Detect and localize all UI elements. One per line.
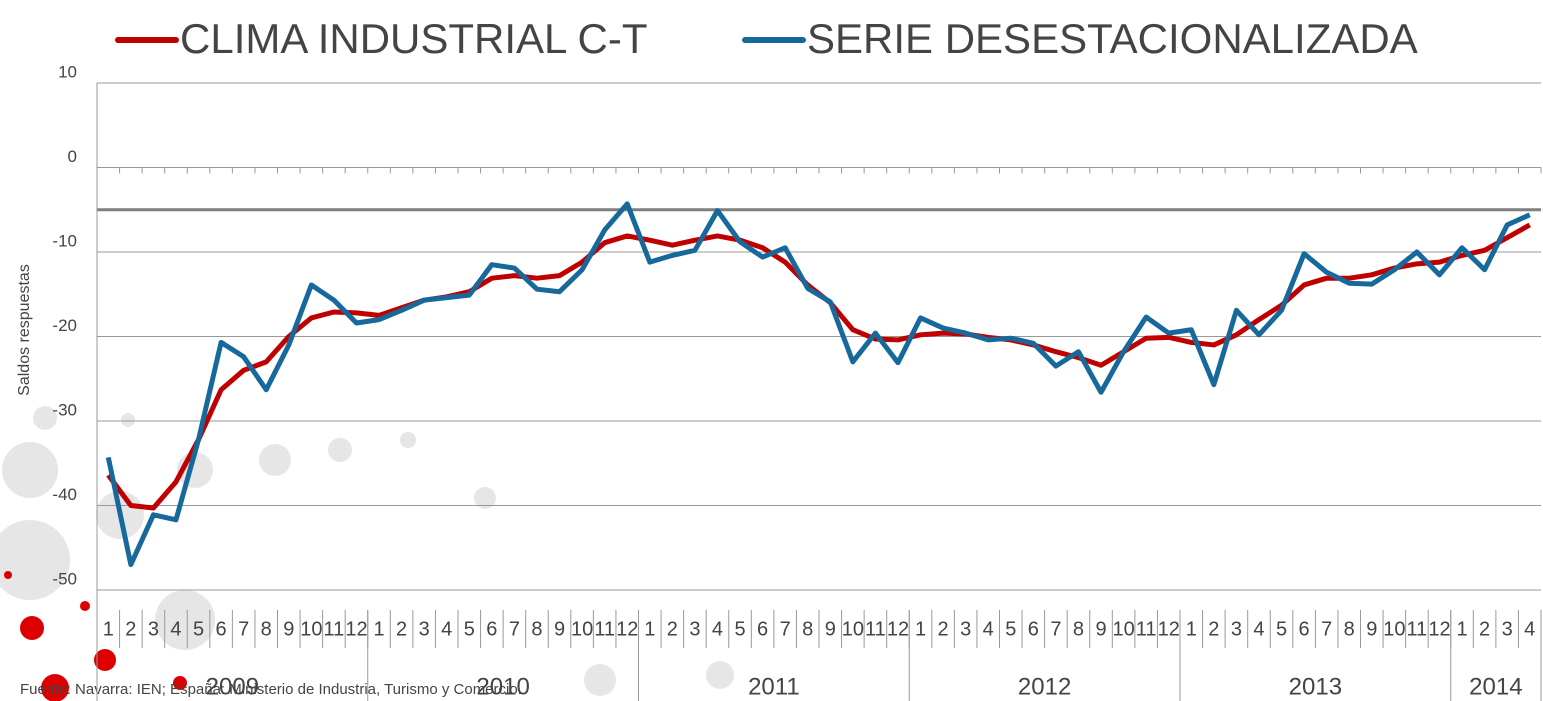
x-tick-label: 7	[1321, 618, 1332, 640]
x-tick-label: 6	[1299, 618, 1310, 640]
x-tick-label: 5	[464, 618, 475, 640]
x-tick-label: 10	[1112, 618, 1134, 640]
x-tick-label: 7	[509, 618, 520, 640]
x-tick-label: 2	[125, 618, 136, 640]
year-label: 2009	[206, 673, 259, 700]
x-tick-label: 6	[1028, 618, 1039, 640]
x-tick-label: 4	[1524, 618, 1535, 640]
x-tick-label: 11	[1136, 618, 1157, 640]
x-tick-label: 12	[345, 618, 367, 640]
x-tick-label: 9	[554, 618, 565, 640]
x-tick-label: 2	[1208, 618, 1219, 640]
x-tick-label: 6	[757, 618, 768, 640]
x-tick-label: 9	[1366, 618, 1377, 640]
year-label: 2014	[1469, 673, 1522, 700]
y-tick-label: 10	[58, 62, 77, 81]
year-label: 2011	[748, 673, 800, 700]
x-tick-label: 10	[1383, 618, 1405, 640]
x-tick-label: 5	[1276, 618, 1287, 640]
y-tick-label: -10	[52, 231, 77, 250]
x-tick-label: 4	[1253, 618, 1264, 640]
x-tick-label: 3	[148, 618, 159, 640]
x-tick-label: 8	[802, 618, 813, 640]
x-tick-label: 3	[419, 618, 430, 640]
x-tick-label: 4	[712, 618, 723, 640]
x-tick-label: 10	[842, 618, 864, 640]
x-tick-label: 9	[1095, 618, 1106, 640]
x-tick-label: 6	[216, 618, 227, 640]
x-tick-label: 5	[193, 618, 204, 640]
x-tick-label: 12	[1428, 618, 1450, 640]
x-tick-label: 3	[1502, 618, 1513, 640]
x-tick-label: 7	[1050, 618, 1061, 640]
x-tick-label: 5	[734, 618, 745, 640]
source-note: Fuente: Navarra: IEN; España: Ministerio…	[20, 681, 522, 698]
x-tick-label: 11	[865, 618, 886, 640]
x-tick-label: 1	[1456, 618, 1467, 640]
x-tick-label: 8	[1344, 618, 1355, 640]
x-tick-label: 8	[531, 618, 542, 640]
x-tick-label: 6	[486, 618, 497, 640]
y-tick-label: -20	[52, 316, 77, 335]
y-tick-label: -30	[52, 400, 77, 419]
series-line	[108, 204, 1529, 565]
x-tick-label: 8	[261, 618, 272, 640]
x-tick-label: 11	[324, 618, 345, 640]
x-tick-label: 3	[1231, 618, 1242, 640]
x-tick-label: 2	[396, 618, 407, 640]
x-tick-label: 11	[594, 618, 615, 640]
chart: Saldos respuestas Fuente: Navarra: IEN; …	[0, 0, 1543, 701]
x-tick-label: 1	[1186, 618, 1197, 640]
x-tick-label: 10	[300, 618, 322, 640]
x-tick-label: 4	[170, 618, 181, 640]
y-tick-label: -40	[52, 485, 77, 504]
y-tick-label: -50	[52, 569, 77, 588]
y-tick-label: 0	[68, 147, 77, 166]
x-tick-label: 1	[103, 618, 114, 640]
x-tick-label: 10	[571, 618, 593, 640]
x-tick-label: 2	[667, 618, 678, 640]
x-tick-label: 12	[616, 618, 638, 640]
x-tick-label: 2	[938, 618, 949, 640]
x-tick-label: 1	[915, 618, 926, 640]
year-label: 2012	[1018, 673, 1071, 700]
x-tick-label: 9	[283, 618, 294, 640]
x-tick-label: 5	[1005, 618, 1016, 640]
x-tick-label: 3	[689, 618, 700, 640]
x-tick-label: 4	[441, 618, 452, 640]
x-tick-label: 1	[644, 618, 655, 640]
legend-label: CLIMA INDUSTRIAL C-T	[180, 15, 648, 62]
x-tick-label: 3	[960, 618, 971, 640]
series-line	[108, 225, 1529, 508]
background-decoration	[0, 406, 734, 701]
x-tick-label: 1	[373, 618, 384, 640]
x-tick-label: 2	[1479, 618, 1490, 640]
x-tick-label: 12	[887, 618, 909, 640]
year-label: 2013	[1289, 673, 1342, 700]
x-tick-label: 7	[238, 618, 249, 640]
x-tick-label: 7	[780, 618, 791, 640]
y-axis-label: Saldos respuestas	[16, 264, 33, 396]
legend-label: SERIE DESESTACIONALIZADA	[807, 15, 1418, 62]
x-tick-label: 9	[825, 618, 836, 640]
x-tick-label: 12	[1158, 618, 1180, 640]
x-tick-label: 4	[983, 618, 994, 640]
x-tick-label: 11	[1407, 618, 1428, 640]
year-label: 2010	[476, 673, 529, 700]
x-tick-label: 8	[1073, 618, 1084, 640]
